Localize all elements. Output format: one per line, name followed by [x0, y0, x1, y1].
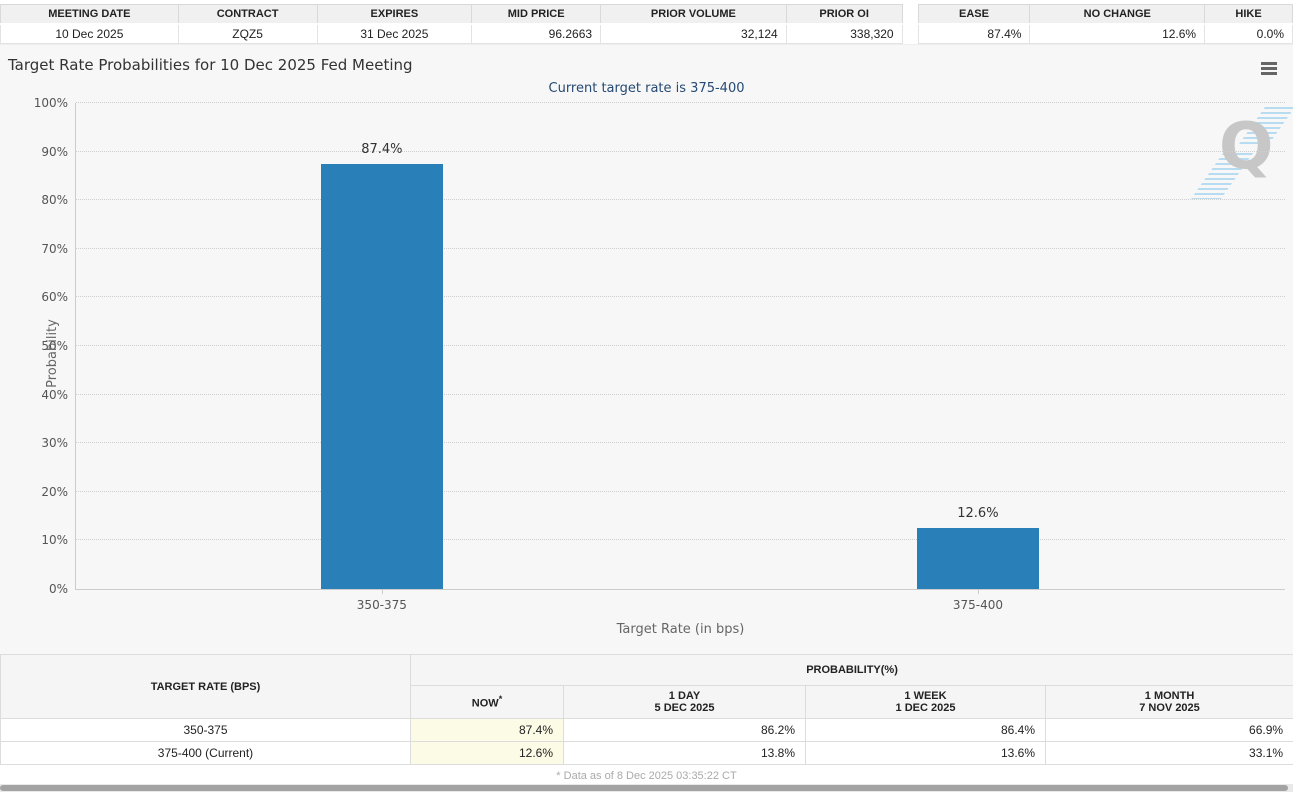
- quikstrike-watermark: Q: [1190, 107, 1293, 203]
- prior-volume-value: 32,124: [600, 23, 787, 44]
- month-cell: 33.1%: [1044, 741, 1293, 765]
- now-cell: 12.6%: [410, 741, 564, 765]
- bar-value-label: 87.4%: [361, 142, 403, 158]
- xcategory-label: 350-375: [356, 598, 407, 612]
- col-no-change: NO CHANGE: [1029, 4, 1206, 25]
- bar-375-400[interactable]: [916, 527, 1039, 589]
- gridline: [76, 296, 1285, 298]
- col-now: NOW*: [410, 685, 564, 719]
- ytick-label: 70%: [41, 241, 68, 256]
- col-target-rate-bps: TARGET RATE (BPS): [0, 654, 411, 719]
- table-row: 350-375 87.4% 86.2% 86.4% 66.9%: [0, 718, 1293, 742]
- watermark-q-letter: Q: [1219, 110, 1274, 184]
- hike-value: 0.0%: [1204, 23, 1293, 44]
- now-asterisk: *: [498, 694, 503, 705]
- gridline: [76, 539, 1285, 541]
- no-change-value: 12.6%: [1029, 23, 1206, 44]
- week-cell: 13.6%: [805, 741, 1046, 765]
- action-header-row: EASE NO CHANGE HIKE: [917, 4, 1293, 25]
- col-prior-volume: PRIOR VOLUME: [600, 4, 787, 25]
- gridline: [76, 150, 1285, 152]
- top-info-bar: MEETING DATE CONTRACT EXPIRES MID PRICE …: [0, 0, 1293, 44]
- plot-area: 0% 10% 20% 30% 40% 50% 60% 70% 80% 90% 1…: [34, 96, 1285, 637]
- col-mid-price: MID PRICE: [471, 4, 602, 25]
- action-value-row: 87.4% 12.6% 0.0%: [917, 23, 1293, 44]
- day-cell: 86.2%: [563, 718, 806, 742]
- hamburger-icon: [1261, 61, 1277, 65]
- contract-value-row: 10 Dec 2025 ZQZ5 31 Dec 2025 96.2663 32,…: [0, 23, 903, 44]
- gridline: [76, 490, 1285, 492]
- col-ease: EASE: [917, 4, 1031, 25]
- table-gap: [903, 4, 918, 44]
- xcategory-label: 375-400: [952, 598, 1003, 612]
- rate-cell: 375-400 (Current): [0, 741, 411, 765]
- col-expires: EXPIRES: [316, 4, 473, 25]
- ytick-label: 30%: [41, 436, 68, 451]
- mid-price-value: 96.2663: [471, 23, 602, 44]
- table-row: 375-400 (Current) 12.6% 13.8% 13.6% 33.1…: [0, 741, 1293, 765]
- now-cell: 87.4%: [410, 718, 564, 742]
- action-probability-table: EASE NO CHANGE HIKE 87.4% 12.6% 0.0%: [917, 4, 1293, 44]
- col-meeting-date: MEETING DATE: [0, 4, 179, 25]
- ytick-label: 90%: [41, 144, 68, 159]
- ease-value: 87.4%: [917, 23, 1031, 44]
- col-prior-oi: PRIOR OI: [785, 4, 903, 25]
- ytick-label: 20%: [41, 484, 68, 499]
- chart-export-menu-button[interactable]: [1257, 57, 1281, 79]
- chart-subtitle: Current target rate is 375-400: [548, 81, 745, 96]
- day-cell: 13.8%: [563, 741, 806, 765]
- ytick-label: 0%: [48, 582, 68, 596]
- gridline: [76, 442, 1285, 444]
- ytick-label: 10%: [41, 533, 68, 548]
- gridline: [76, 247, 1285, 249]
- prior-oi-value: 338,320: [785, 23, 903, 44]
- xaxis-tick: [381, 589, 383, 594]
- contract-header-row: MEETING DATE CONTRACT EXPIRES MID PRICE …: [0, 4, 903, 25]
- probability-history-table: TARGET RATE (BPS) PROBABILITY(%) NOW* 1 …: [0, 654, 1293, 765]
- ytick-label: 60%: [41, 290, 68, 305]
- scrollbar-thumb[interactable]: [0, 785, 1288, 791]
- xaxis-tick: [977, 589, 979, 594]
- col-contract: CONTRACT: [177, 4, 318, 25]
- col-1-week: 1 WEEK 1 DEC 2025: [805, 685, 1046, 719]
- gridline: [76, 102, 1285, 103]
- fedwatch-chart: Target Rate Probabilities for 10 Dec 202…: [0, 44, 1293, 654]
- gridline: [76, 345, 1285, 346]
- bar-value-label: 12.6%: [957, 505, 999, 521]
- data-asof-footnote: * Data as of 8 Dec 2025 03:35:22 CT: [0, 765, 1293, 786]
- ytick-label: 80%: [41, 193, 68, 208]
- probability-group-header: PROBABILITY(%): [409, 654, 1293, 686]
- bar-group-375-400: 12.6% 375-400: [916, 103, 1039, 612]
- ytick-label: 50%: [41, 339, 68, 353]
- meeting-date-value: 10 Dec 2025: [0, 23, 179, 44]
- chart-title: Target Rate Probabilities for 10 Dec 202…: [8, 56, 413, 74]
- expires-value: 31 Dec 2025: [316, 23, 473, 44]
- col-1-month: 1 MONTH 7 NOV 2025: [1044, 685, 1293, 719]
- contract-info-table: MEETING DATE CONTRACT EXPIRES MID PRICE …: [0, 4, 903, 44]
- xaxis-title: Target Rate (in bps): [616, 622, 745, 637]
- ytick-label: 100%: [33, 96, 68, 110]
- week-cell: 86.4%: [805, 718, 1046, 742]
- bar-group-350-375: 87.4% 350-375: [320, 103, 443, 612]
- month-cell: 66.9%: [1044, 718, 1293, 742]
- contract-value: ZQZ5: [177, 23, 318, 44]
- horizontal-scrollbar: [0, 784, 1293, 792]
- col-hike: HIKE: [1204, 4, 1293, 25]
- yaxis-title: Probability: [44, 319, 60, 388]
- gridline: [76, 199, 1285, 201]
- gridline: [76, 393, 1285, 395]
- ytick-label: 40%: [41, 387, 68, 402]
- col-1-day: 1 DAY 5 DEC 2025: [563, 685, 806, 719]
- bar-350-375[interactable]: [320, 164, 443, 589]
- rate-cell: 350-375: [0, 718, 411, 742]
